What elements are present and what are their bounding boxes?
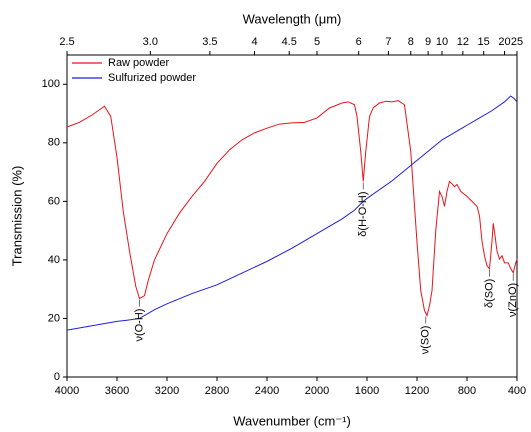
- x-tick-label: 2800: [205, 385, 229, 397]
- x-tick-label: 2400: [255, 385, 279, 397]
- x-tick-label: 3200: [155, 385, 179, 397]
- x2-tick-label: 3.5: [202, 36, 217, 48]
- x-tick-label: 1600: [355, 385, 379, 397]
- series-line: [66, 95, 518, 331]
- annotation: ν(SO): [420, 326, 432, 355]
- y-tick-label: 80: [48, 137, 60, 149]
- legend-label: Sulfurized powder: [108, 72, 196, 84]
- x2-tick-label: 10: [436, 36, 448, 48]
- annotation: ν(ZnO): [507, 283, 519, 317]
- y-axis-title: Transmission (%): [9, 166, 24, 267]
- annotation: δ(SO): [483, 279, 495, 308]
- y-tick-label: 100: [42, 78, 60, 90]
- x-axis-title: Wavenumber (cm⁻¹): [233, 413, 351, 428]
- x2-tick-label: 4: [251, 36, 257, 48]
- x2-tick-label: 12: [457, 36, 469, 48]
- x2-axis-title: Wavelength (μm): [243, 11, 342, 26]
- x-tick-label: 800: [458, 385, 476, 397]
- x-tick-label: 400: [508, 385, 526, 397]
- y-tick-label: 0: [54, 371, 60, 383]
- x2-tick-label: 6: [356, 36, 362, 48]
- x-tick-label: 2000: [305, 385, 329, 397]
- x2-tick-label: 3.0: [143, 36, 158, 48]
- x-tick-label: 1200: [405, 385, 429, 397]
- x2-tick-label: 15: [478, 36, 490, 48]
- x2-tick-label: 25: [511, 36, 523, 48]
- x2-tick-label: 7: [385, 36, 391, 48]
- y-tick-label: 20: [48, 312, 60, 324]
- x2-tick-label: 4.5: [282, 36, 297, 48]
- x2-tick-label: 5: [314, 36, 320, 48]
- x2-tick-label: 20: [498, 36, 510, 48]
- annotation: δ(H-O-H): [357, 191, 369, 236]
- legend-label: Raw powder: [108, 57, 169, 69]
- x2-tick-label: 2.5: [59, 36, 74, 48]
- series-line: [66, 100, 518, 317]
- y-tick-label: 40: [48, 254, 60, 266]
- x2-tick-label: 8: [408, 36, 414, 48]
- y-tick-label: 60: [48, 195, 60, 207]
- x2-tick-label: 9: [425, 36, 431, 48]
- annotation: ν(O-H): [133, 309, 145, 342]
- x-tick-label: 3600: [105, 385, 129, 397]
- plot-frame: [66, 54, 518, 378]
- x-tick-label: 4000: [55, 385, 79, 397]
